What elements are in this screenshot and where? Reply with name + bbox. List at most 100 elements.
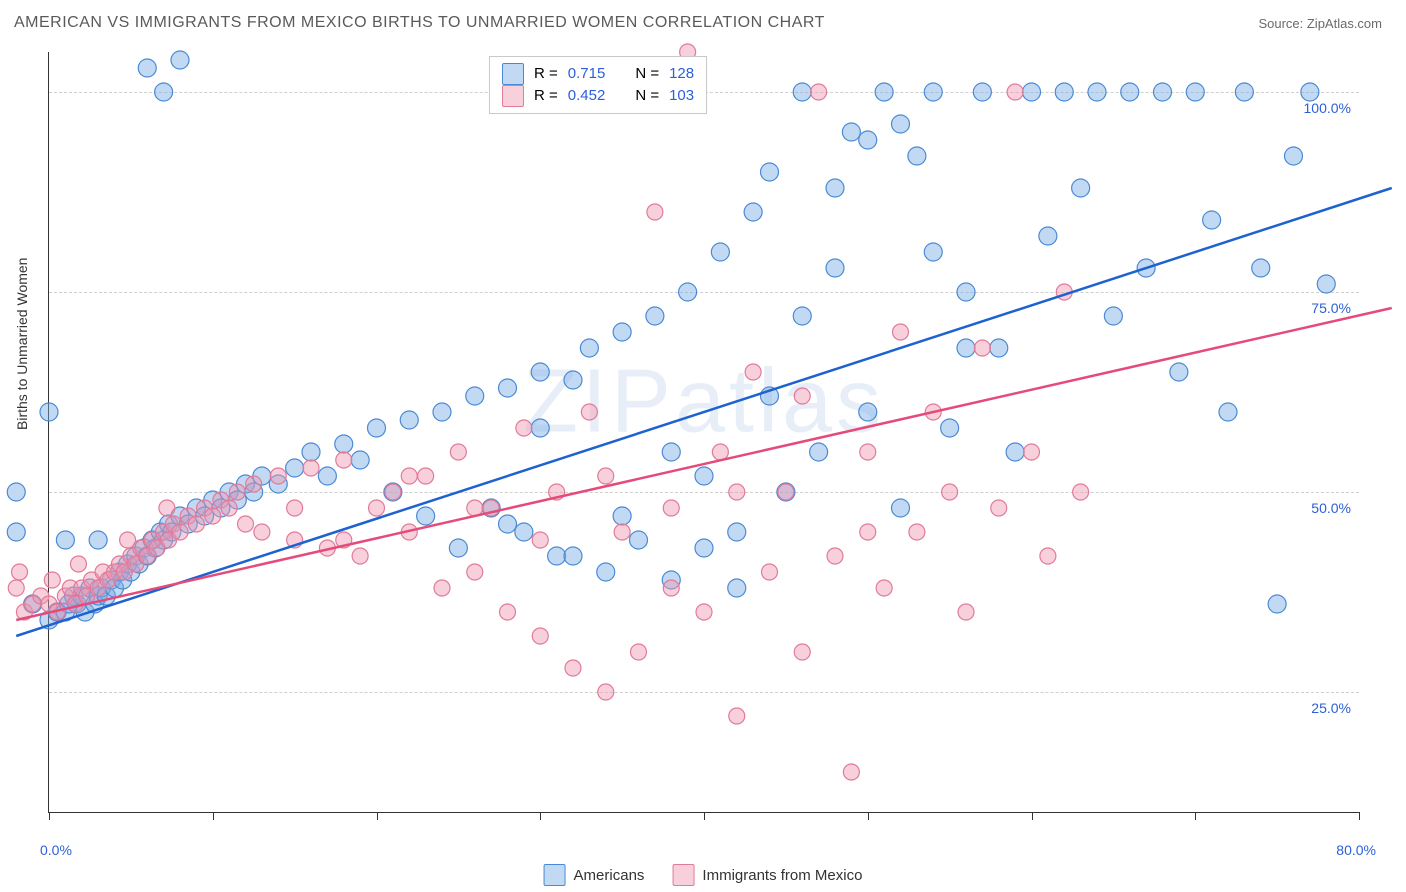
data-point (286, 459, 304, 477)
data-point (778, 484, 794, 500)
data-point (762, 564, 778, 580)
data-point (7, 523, 25, 541)
data-point (630, 531, 648, 549)
data-point (695, 467, 713, 485)
data-point (40, 403, 58, 421)
data-point (875, 83, 893, 101)
data-point (646, 307, 664, 325)
data-point (662, 443, 680, 461)
data-point (270, 468, 286, 484)
data-point (744, 203, 762, 221)
bottom-legend: Americans Immigrants from Mexico (544, 864, 863, 886)
data-point (1023, 83, 1041, 101)
data-point (696, 604, 712, 620)
data-point (581, 404, 597, 420)
data-point (826, 259, 844, 277)
data-point (548, 547, 566, 565)
data-point (728, 523, 746, 541)
data-point (564, 547, 582, 565)
data-point (565, 660, 581, 676)
data-point (418, 468, 434, 484)
data-point (1073, 484, 1089, 500)
data-point (44, 572, 60, 588)
data-point (499, 515, 517, 533)
data-point (859, 131, 877, 149)
data-point (842, 123, 860, 141)
data-point (843, 764, 859, 780)
data-point (729, 484, 745, 500)
data-point (400, 411, 418, 429)
data-point (647, 204, 663, 220)
data-point (302, 443, 320, 461)
data-point (516, 420, 532, 436)
regression-line (16, 188, 1392, 636)
chart-svg (49, 52, 1359, 812)
data-point (205, 508, 221, 524)
swatch-americans (502, 63, 524, 85)
data-point (221, 500, 237, 516)
data-point (1072, 179, 1090, 197)
data-point (12, 564, 28, 580)
data-point (336, 452, 352, 468)
data-point (434, 580, 450, 596)
data-point (138, 59, 156, 77)
data-point (663, 580, 679, 596)
data-point (467, 564, 483, 580)
data-point (973, 83, 991, 101)
data-point (597, 563, 615, 581)
data-point (711, 243, 729, 261)
data-point (827, 548, 843, 564)
data-point (663, 500, 679, 516)
data-point (794, 388, 810, 404)
data-point (1006, 443, 1024, 461)
data-point (793, 83, 811, 101)
data-point (401, 468, 417, 484)
data-point (417, 507, 435, 525)
data-point (532, 628, 548, 644)
plot-area: ZIPatlas 25.0%50.0%75.0%100.0% R = 0.715… (48, 52, 1359, 813)
data-point (728, 579, 746, 597)
data-point (1024, 444, 1040, 460)
data-point (500, 604, 516, 620)
data-point (287, 500, 303, 516)
source-attribution: Source: ZipAtlas.com (1258, 16, 1382, 31)
x-tick-label-max: 80.0% (1336, 842, 1376, 858)
regression-line (16, 308, 1392, 620)
x-tick (704, 812, 705, 820)
x-tick (49, 812, 50, 820)
n-value-immigrants: 103 (669, 85, 694, 107)
data-point (729, 708, 745, 724)
data-point (172, 524, 188, 540)
legend-item-americans: Americans (544, 864, 645, 886)
legend-label-immigrants: Immigrants from Mexico (702, 867, 862, 884)
data-point (449, 539, 467, 557)
data-point (1170, 363, 1188, 381)
data-point (712, 444, 728, 460)
data-point (89, 531, 107, 549)
data-point (1235, 83, 1253, 101)
x-tick-label-min: 0.0% (40, 842, 72, 858)
data-point (1219, 403, 1237, 421)
data-point (860, 524, 876, 540)
n-value-americans: 128 (669, 63, 694, 85)
chart-title: AMERICAN VS IMMIGRANTS FROM MEXICO BIRTH… (14, 14, 825, 32)
data-point (564, 371, 582, 389)
n-label: N = (635, 63, 659, 85)
regression-lines-layer (16, 188, 1392, 636)
data-point (909, 524, 925, 540)
x-tick (1195, 812, 1196, 820)
swatch-immigrants (502, 85, 524, 107)
data-point (532, 532, 548, 548)
r-label: R = (534, 63, 558, 85)
data-point (793, 307, 811, 325)
data-point (631, 644, 647, 660)
data-point (679, 283, 697, 301)
data-point (1088, 83, 1106, 101)
data-point (1252, 259, 1270, 277)
data-point (515, 523, 533, 541)
data-point (7, 483, 25, 501)
stats-legend: R = 0.715 N = 128 R = 0.452 N = 103 (489, 56, 707, 114)
data-point (859, 403, 877, 421)
data-point (924, 243, 942, 261)
data-point (352, 548, 368, 564)
